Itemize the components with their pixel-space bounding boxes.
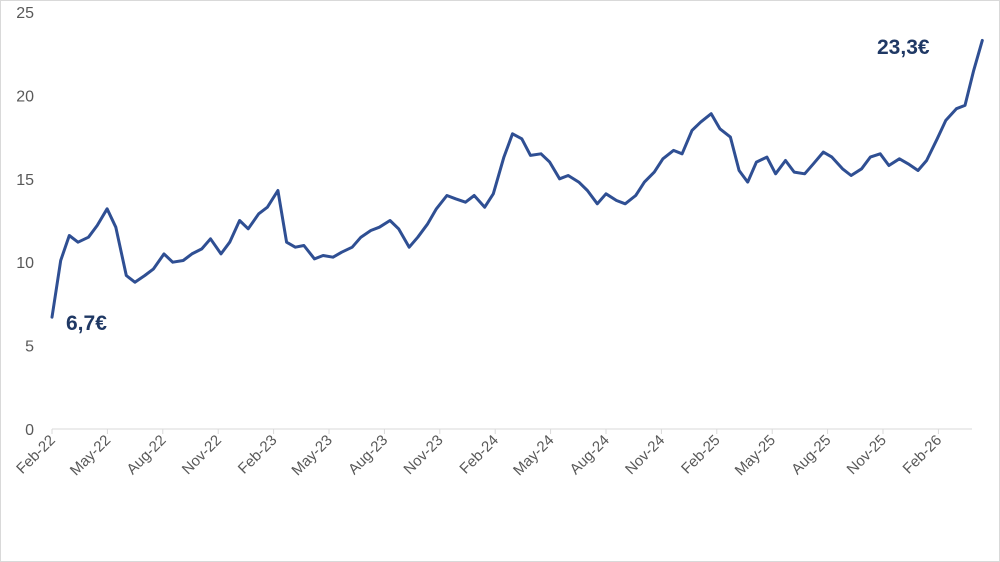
y-tick-label: 0 — [25, 422, 34, 439]
start-value-label: 6,7€ — [66, 312, 107, 335]
x-tick-label: Feb-22 — [13, 432, 59, 478]
y-tick-label: 25 — [16, 5, 34, 22]
x-tick-label: Nov-23 — [400, 432, 446, 478]
y-tick-label: 5 — [25, 339, 34, 356]
x-tick-label: Feb-26 — [900, 432, 946, 478]
x-tick-label: May-24 — [510, 432, 557, 479]
x-tick-label: May-25 — [732, 432, 779, 479]
x-tick-label: Aug-24 — [567, 432, 613, 478]
x-tick-label: Nov-24 — [622, 432, 668, 478]
y-tick-label: 10 — [16, 255, 34, 272]
x-tick-label: Feb-23 — [235, 432, 281, 478]
end-value-label: 23,3€ — [877, 36, 930, 59]
price-series-line — [50, 38, 984, 319]
y-tick-label: 15 — [16, 172, 34, 189]
y-axis-ticks: 0 5 10 15 20 25 — [16, 5, 34, 439]
x-tick-label: Aug-23 — [345, 432, 391, 478]
x-tick-label: Aug-22 — [123, 432, 169, 478]
x-tick-label: Nov-22 — [179, 432, 225, 478]
y-tick-label: 20 — [16, 88, 34, 105]
x-tick-label: May-22 — [67, 432, 114, 479]
x-tick-label: Feb-24 — [456, 432, 502, 478]
x-axis-ticks: Feb-22 May-22 Aug-22 Nov-22 Feb-23 May-23 Aug-… — [13, 429, 945, 479]
x-tick-label: Nov-25 — [844, 432, 890, 478]
x-tick-label: May-23 — [288, 432, 335, 479]
x-tick-label: Aug-25 — [788, 432, 834, 478]
x-tick-label: Feb-25 — [678, 432, 724, 478]
